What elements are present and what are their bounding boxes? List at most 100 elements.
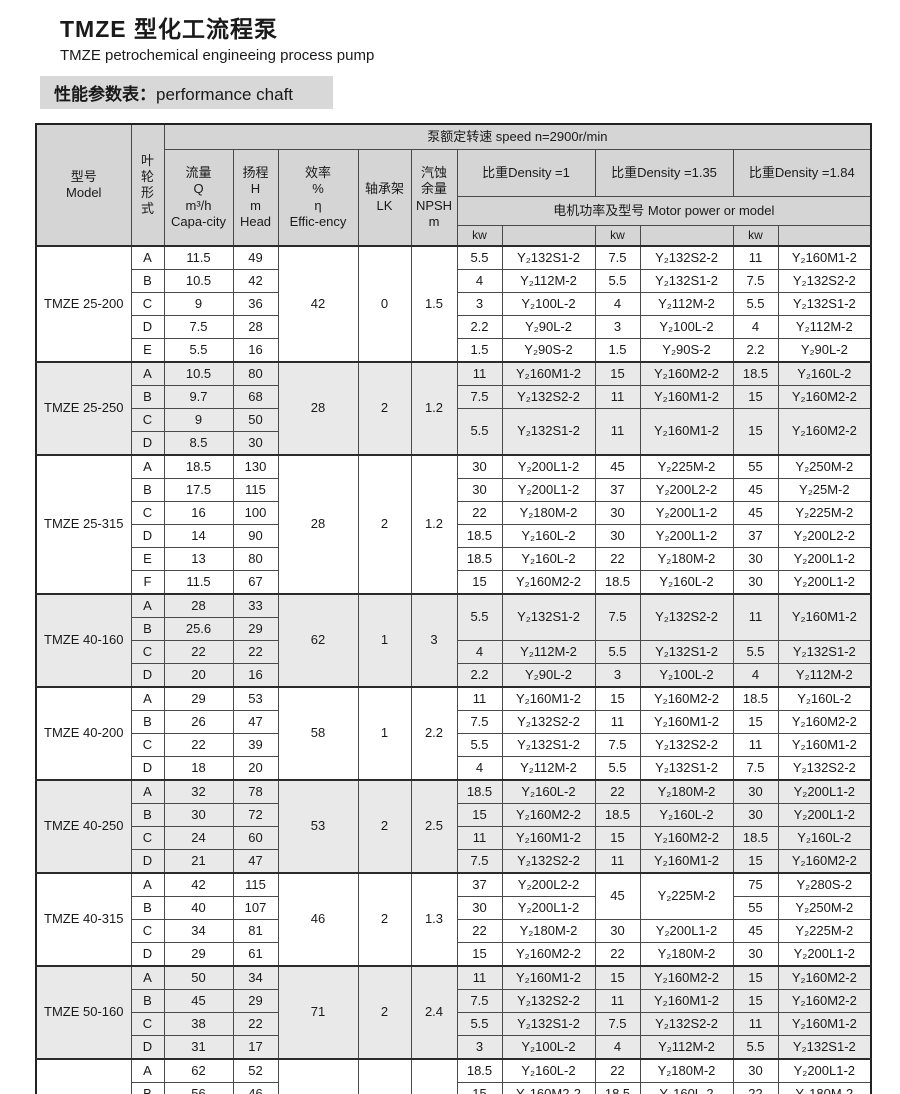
header-density-1: 比重Density =1	[456, 149, 596, 197]
impeller-cell: D	[130, 315, 165, 339]
capacity-cell: 38	[163, 1012, 234, 1036]
motor-kw-cell: 7.5	[594, 593, 641, 641]
head-cell: 68	[232, 385, 279, 409]
motor-model-cell: Y₂132S1-2	[639, 269, 734, 293]
capacity-cell: 18	[163, 756, 234, 781]
table-row: TMZE 25-250 A 10.5 80 28 2 1.2 11 Y₂160M1-2 15 Y₂1…	[35, 361, 872, 456]
motor-model-cell: Y₂200L1-2	[777, 803, 872, 827]
head-cell: 29	[232, 989, 279, 1013]
impeller-cell: A	[130, 245, 165, 270]
efficiency-cell: 28	[277, 361, 359, 456]
npsh-cell: 1.3	[410, 872, 458, 967]
motor-kw-cell: 2.2	[456, 315, 503, 339]
motor-model-cell: Y₂200L1-2	[777, 547, 872, 571]
efficiency-cell: 58	[277, 686, 359, 781]
motor-kw-cell: 1.5	[594, 338, 641, 363]
motor-kw-cell: 4	[456, 640, 503, 664]
npsh-cell: 2.4	[410, 965, 458, 1060]
impeller-cell: B	[130, 1082, 165, 1094]
motor-model-cell: Y₂180M-2	[639, 1058, 734, 1083]
motor-model-cell: Y₂132S1-2	[501, 408, 596, 456]
capacity-cell: 20	[163, 663, 234, 688]
motor-kw-cell: 30	[732, 547, 779, 571]
table-row: C 22 39 5.5 Y₂132S1-2 7.5 Y₂132S2-2 11 Y₂160M1-2	[36, 733, 872, 757]
motor-model-cell: Y₂160M2-2	[501, 942, 596, 967]
head-cell: 47	[232, 710, 279, 734]
capacity-cell: 62	[163, 1058, 234, 1083]
motor-kw-cell: 15	[732, 965, 779, 990]
motor-kw-cell: 5.5	[456, 593, 503, 641]
header-model: 型号 Model	[35, 123, 132, 247]
header-efficiency: 效率 % η Effic-ency	[277, 149, 359, 247]
motor-kw-cell: 5.5	[594, 640, 641, 664]
capacity-cell: 11.5	[163, 570, 234, 595]
motor-kw-cell: 18.5	[732, 826, 779, 850]
head-cell: 42	[232, 269, 279, 293]
section-label-zh: 性能参数表：	[54, 85, 156, 104]
impeller-cell: C	[130, 826, 165, 850]
head-cell: 39	[232, 733, 279, 757]
motor-model-cell: Y₂132S2-2	[777, 269, 872, 293]
motor-model-cell: Y₂160L-2	[501, 1058, 596, 1083]
motor-kw-cell: 11	[594, 849, 641, 874]
capacity-cell: 40	[163, 896, 234, 920]
motor-kw-cell: 37	[594, 478, 641, 502]
motor-model-cell: Y₂90L-2	[501, 663, 596, 688]
motor-model-cell: Y₂225M-2	[639, 872, 734, 920]
motor-model-cell: Y₂132S1-2	[639, 756, 734, 781]
motor-kw-cell: 30	[732, 942, 779, 967]
motor-kw-cell: 18.5	[732, 686, 779, 711]
motor-model-cell: Y₂160M2-2	[501, 570, 596, 595]
motor-model-cell: Y₂132S2-2	[501, 710, 596, 734]
motor-model-cell: Y₂180M-2	[777, 1082, 872, 1094]
motor-kw-cell: 3	[456, 292, 503, 316]
table-row: TMZE 25-200 A 11.5 49 42 0 1.5 5.5 Y₂132S1-2 7.5 Y…	[35, 245, 872, 363]
bearing-bracket-cell: 1	[357, 686, 412, 781]
impeller-cell: B	[130, 478, 165, 502]
impeller-cell: A	[130, 965, 165, 990]
motor-model-cell: Y₂180M-2	[501, 501, 596, 525]
head-cell: 115	[232, 872, 279, 897]
motor-model-cell: Y₂160M2-2	[777, 408, 872, 456]
capacity-cell: 11.5	[163, 245, 234, 270]
table-row: C 34 81 22 Y₂180M-2 30 Y₂200L1-2 45 Y₂225M-2	[36, 919, 872, 943]
efficiency-cell: 42	[277, 245, 359, 363]
impeller-cell: C	[130, 640, 165, 664]
head-cell: 22	[232, 1012, 279, 1036]
table-row: F 11.5 67 15 Y₂160M2-2 18.5 Y₂160L-2 30 Y₂200L1-…	[36, 570, 872, 595]
capacity-cell: 10.5	[163, 269, 234, 293]
motor-kw-cell: 5.5	[732, 1035, 779, 1060]
npsh-cell: 2.5	[410, 779, 458, 874]
motor-model-cell: Y₂112M-2	[501, 269, 596, 293]
motor-kw-cell: 5.5	[456, 1012, 503, 1036]
motor-model-cell: Y₂132S1-2	[777, 1035, 872, 1060]
capacity-cell: 16	[163, 501, 234, 525]
page-subtitle: TMZE petrochemical engineeing process pu…	[60, 47, 375, 64]
motor-kw-cell: 7.5	[594, 1012, 641, 1036]
motor-kw-cell: 18.5	[732, 361, 779, 386]
motor-model-cell: Y₂160M2-2	[639, 686, 734, 711]
motor-kw-cell: 5.5	[594, 269, 641, 293]
head-cell: 30	[232, 431, 279, 456]
bearing-bracket-cell: 2	[357, 1058, 412, 1094]
motor-model-cell: Y₂180M-2	[501, 919, 596, 943]
motor-kw-cell: 5.5	[732, 640, 779, 664]
impeller-cell: F	[130, 570, 165, 595]
motor-kw-cell: 30	[456, 454, 503, 479]
motor-kw-cell: 4	[456, 756, 503, 781]
efficiency-cell: 28	[277, 454, 359, 595]
capacity-cell: 18.5	[163, 454, 234, 479]
motor-model-cell: Y₂200L1-2	[777, 570, 872, 595]
head-cell: 29	[232, 617, 279, 641]
head-cell: 130	[232, 454, 279, 479]
model-cell: TMZE 40-200	[35, 686, 132, 781]
motor-kw-cell: 7.5	[456, 989, 503, 1013]
motor-model-cell: Y₂160L-2	[639, 570, 734, 595]
header-kw-1: kw	[456, 225, 503, 247]
motor-kw-cell: 11	[594, 385, 641, 409]
header-capacity: 流量 Q m³/h Capa-city	[163, 149, 234, 247]
capacity-cell: 30	[163, 803, 234, 827]
capacity-cell: 32	[163, 779, 234, 804]
impeller-cell: D	[130, 756, 165, 781]
